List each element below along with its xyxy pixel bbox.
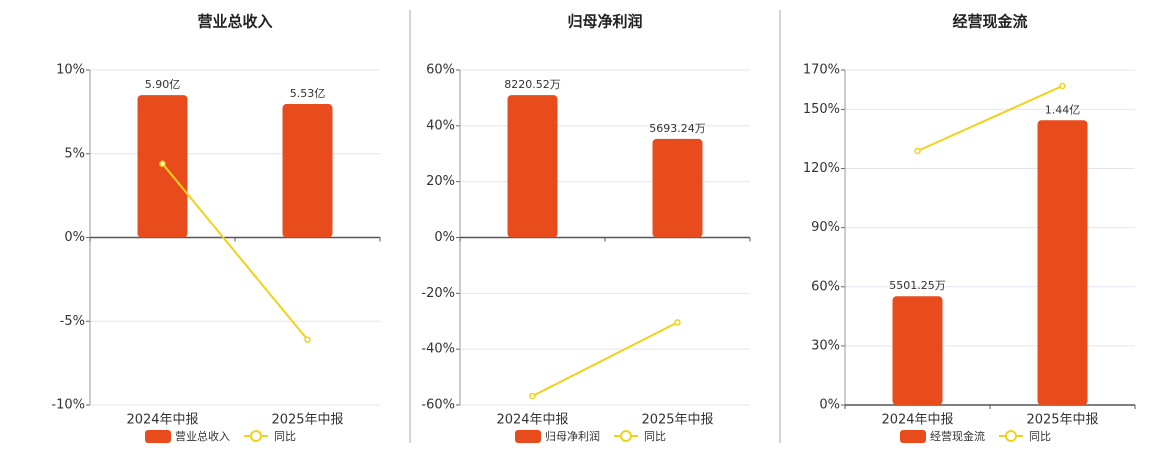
- value-label: 5.53亿: [290, 87, 326, 100]
- y-tick-label: 0%: [819, 398, 840, 413]
- value-label: 5693.24万: [649, 122, 706, 135]
- y-tick-label: 60%: [811, 279, 840, 294]
- y-tick-label: 40%: [426, 118, 455, 133]
- y-tick-label: 120%: [803, 161, 840, 176]
- point: [529, 392, 536, 400]
- x-tick-label: 2024年中报: [126, 413, 198, 428]
- bar: [652, 138, 703, 238]
- legend-swatch: [1005, 430, 1017, 442]
- point: [159, 160, 166, 168]
- x-tick-label: 2024年中报: [881, 413, 953, 428]
- legend-swatch: [620, 430, 632, 442]
- y-tick-label: -20%: [421, 286, 455, 301]
- y-tick-label: 0%: [64, 230, 85, 245]
- legend-swatch: [145, 430, 171, 443]
- value-label: 5501.25万: [889, 279, 946, 292]
- line: [532, 321, 678, 397]
- legend-label: 同比: [644, 430, 666, 443]
- value-label: 5.90亿: [145, 78, 181, 91]
- y-tick-label: -60%: [421, 398, 455, 413]
- y-tick-label: 90%: [811, 220, 840, 235]
- value-label: 8220.52万: [504, 78, 561, 91]
- chart-title: 营业总收入: [197, 13, 272, 31]
- point: [674, 319, 681, 326]
- bar: [892, 296, 943, 405]
- chart-title: 经营现金流: [952, 13, 1027, 31]
- x-tick-label: 2024年中报: [496, 413, 568, 428]
- y-tick-label: 0%: [434, 230, 455, 245]
- legend-swatch: [250, 430, 262, 442]
- legend-label: 经营现金流: [930, 429, 985, 443]
- value-label: 1.44亿: [1045, 103, 1081, 116]
- legend-swatch: [515, 430, 541, 443]
- bar: [282, 104, 333, 238]
- legend-swatch: [900, 430, 926, 443]
- line: [161, 163, 309, 341]
- y-tick-label: 30%: [811, 338, 840, 353]
- bar: [507, 95, 558, 238]
- y-tick-label: 5%: [64, 146, 85, 161]
- line: [917, 85, 1063, 152]
- point: [1059, 82, 1066, 90]
- bar: [1037, 120, 1088, 405]
- x-tick-label: 2025年中报: [641, 413, 713, 428]
- x-tick-label: 2025年中报: [1026, 413, 1098, 428]
- y-tick-label: 60%: [426, 63, 455, 78]
- y-tick-label: 20%: [426, 174, 455, 189]
- y-tick-label: 170%: [803, 63, 840, 78]
- y-tick-label: 10%: [56, 63, 85, 78]
- legend-label: 营业总收入: [175, 429, 230, 443]
- y-tick-label: -5%: [60, 314, 85, 329]
- x-tick-label: 2025年中报: [271, 413, 343, 428]
- point: [914, 147, 921, 155]
- legend-label: 归母净利润: [545, 429, 600, 443]
- y-tick-label: -40%: [421, 342, 455, 357]
- legend-label: 同比: [1029, 430, 1051, 443]
- point: [304, 336, 311, 343]
- legend-label: 同比: [274, 430, 296, 443]
- y-tick-label: -10%: [51, 398, 85, 413]
- chart-title: 归母净利润: [567, 13, 642, 31]
- y-tick-label: 150%: [803, 102, 840, 117]
